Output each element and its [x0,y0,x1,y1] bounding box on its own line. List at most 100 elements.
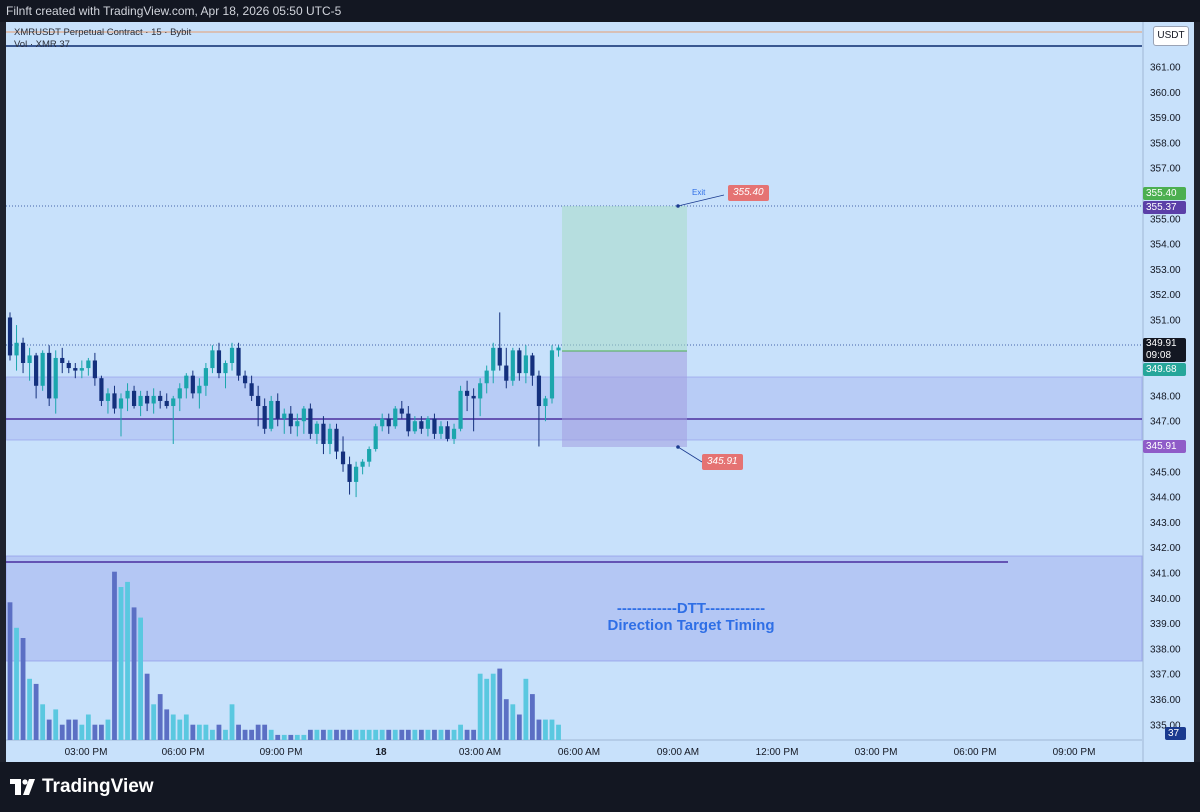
volume-bar [170,714,176,740]
candle [242,375,248,384]
candle [451,428,457,439]
volume-bar [46,719,52,740]
candle [386,418,391,427]
volume-bar [118,587,124,740]
target-price-tag[interactable]: 355.40 [728,185,769,201]
price-tick-label: 355.00 [1150,214,1181,225]
volume-bar [196,724,202,740]
volume-bar [490,673,496,740]
candle [373,426,378,450]
candle-countdown: 09:08 [1146,350,1172,361]
volume-bar [92,724,98,740]
price-tick-label: 347.00 [1150,417,1181,428]
volume-bar [530,694,535,740]
volume-legend[interactable]: Vol · XMR 37 [14,39,70,50]
target-axis-label: 355.40 [1143,187,1186,200]
time-tick-label: 03:00 PM [65,747,108,758]
volume-bar [347,729,352,740]
volume-bar [464,729,470,740]
candle [523,355,528,374]
volume-bar [177,719,183,740]
candle [229,347,235,364]
candle [301,408,306,422]
candle [14,342,19,356]
last-price-axis-label: 349.91 09:08 [1143,338,1186,362]
price-tick-label: 351.00 [1150,316,1181,327]
candle [425,418,431,429]
candle [20,342,26,364]
chart-frame[interactable]: 361.00360.00359.00358.00357.00356.00355.… [6,22,1194,762]
price-tick-label: 359.00 [1150,113,1181,124]
volume-bar [242,729,248,740]
volume-bar [20,638,26,740]
candle [543,398,548,407]
candle [40,352,45,386]
candle [118,398,124,409]
exit-label: Exit [692,188,706,197]
candle [536,375,542,407]
volume-bar [27,678,32,740]
candle [432,418,437,434]
candle [210,350,215,369]
long-position-profit-zone[interactable] [562,206,687,351]
symbol-legend[interactable]: XMRUSDT Perpetual Contract · 15 · Bybit [14,27,192,38]
price-tick-label: 343.00 [1150,518,1181,529]
tradingview-logo[interactable]: TradingView [10,776,154,798]
candle [66,363,71,369]
candle [151,395,156,404]
dtt-zone [6,555,1143,662]
price-tick-label: 342.00 [1150,543,1181,554]
candle [105,393,111,401]
volume-bar [445,729,450,740]
candle [334,428,339,452]
volume-bar [40,704,46,740]
price-tick-label: 348.00 [1150,391,1181,402]
candle [556,347,561,351]
candle [406,413,411,432]
candle [99,378,104,401]
volume-bar [386,729,392,740]
volume-bar [216,724,222,740]
candle [347,464,352,482]
candle [367,449,372,462]
volume-bar [360,729,366,740]
volume-bar [203,724,209,740]
time-tick-label: 09:00 AM [657,747,699,758]
tradingview-logo-icon [10,779,35,795]
candle [249,383,254,396]
candle [145,395,150,404]
volume-bar [268,729,274,740]
footer-bar: TradingView [0,762,1200,812]
volume-bar [183,714,189,740]
candle [445,426,450,439]
currency-button[interactable]: USDT [1153,26,1189,46]
candle [419,421,424,429]
volume-bar [379,729,385,740]
price-axis-panel[interactable] [1143,22,1194,762]
price-tick-label: 361.00 [1150,63,1181,74]
long-position-loss-zone[interactable] [562,351,687,447]
price-chart[interactable]: 361.00360.00359.00358.00357.00356.00355.… [6,22,1194,762]
price-tick-label: 337.00 [1150,670,1181,681]
volume-bar [53,709,59,740]
volume-bar [451,729,457,740]
volume-bar [471,729,477,740]
volume-bar [307,729,313,740]
volume-bar [236,724,241,740]
candle [399,408,404,414]
candle [360,461,365,467]
candle [380,418,385,427]
candle [164,400,169,407]
volume-bar [99,724,104,740]
candle [282,413,287,419]
time-tick-label: 03:00 PM [855,747,898,758]
volume-bar [432,729,437,740]
candle [112,393,117,409]
volume-bar [510,704,516,740]
volume-bar [418,729,424,740]
volume-bar [523,678,529,740]
volume-bar [33,683,39,740]
candle [236,347,241,376]
stop-price-tag[interactable]: 345.91 [702,454,743,470]
volume-bar [79,724,85,740]
